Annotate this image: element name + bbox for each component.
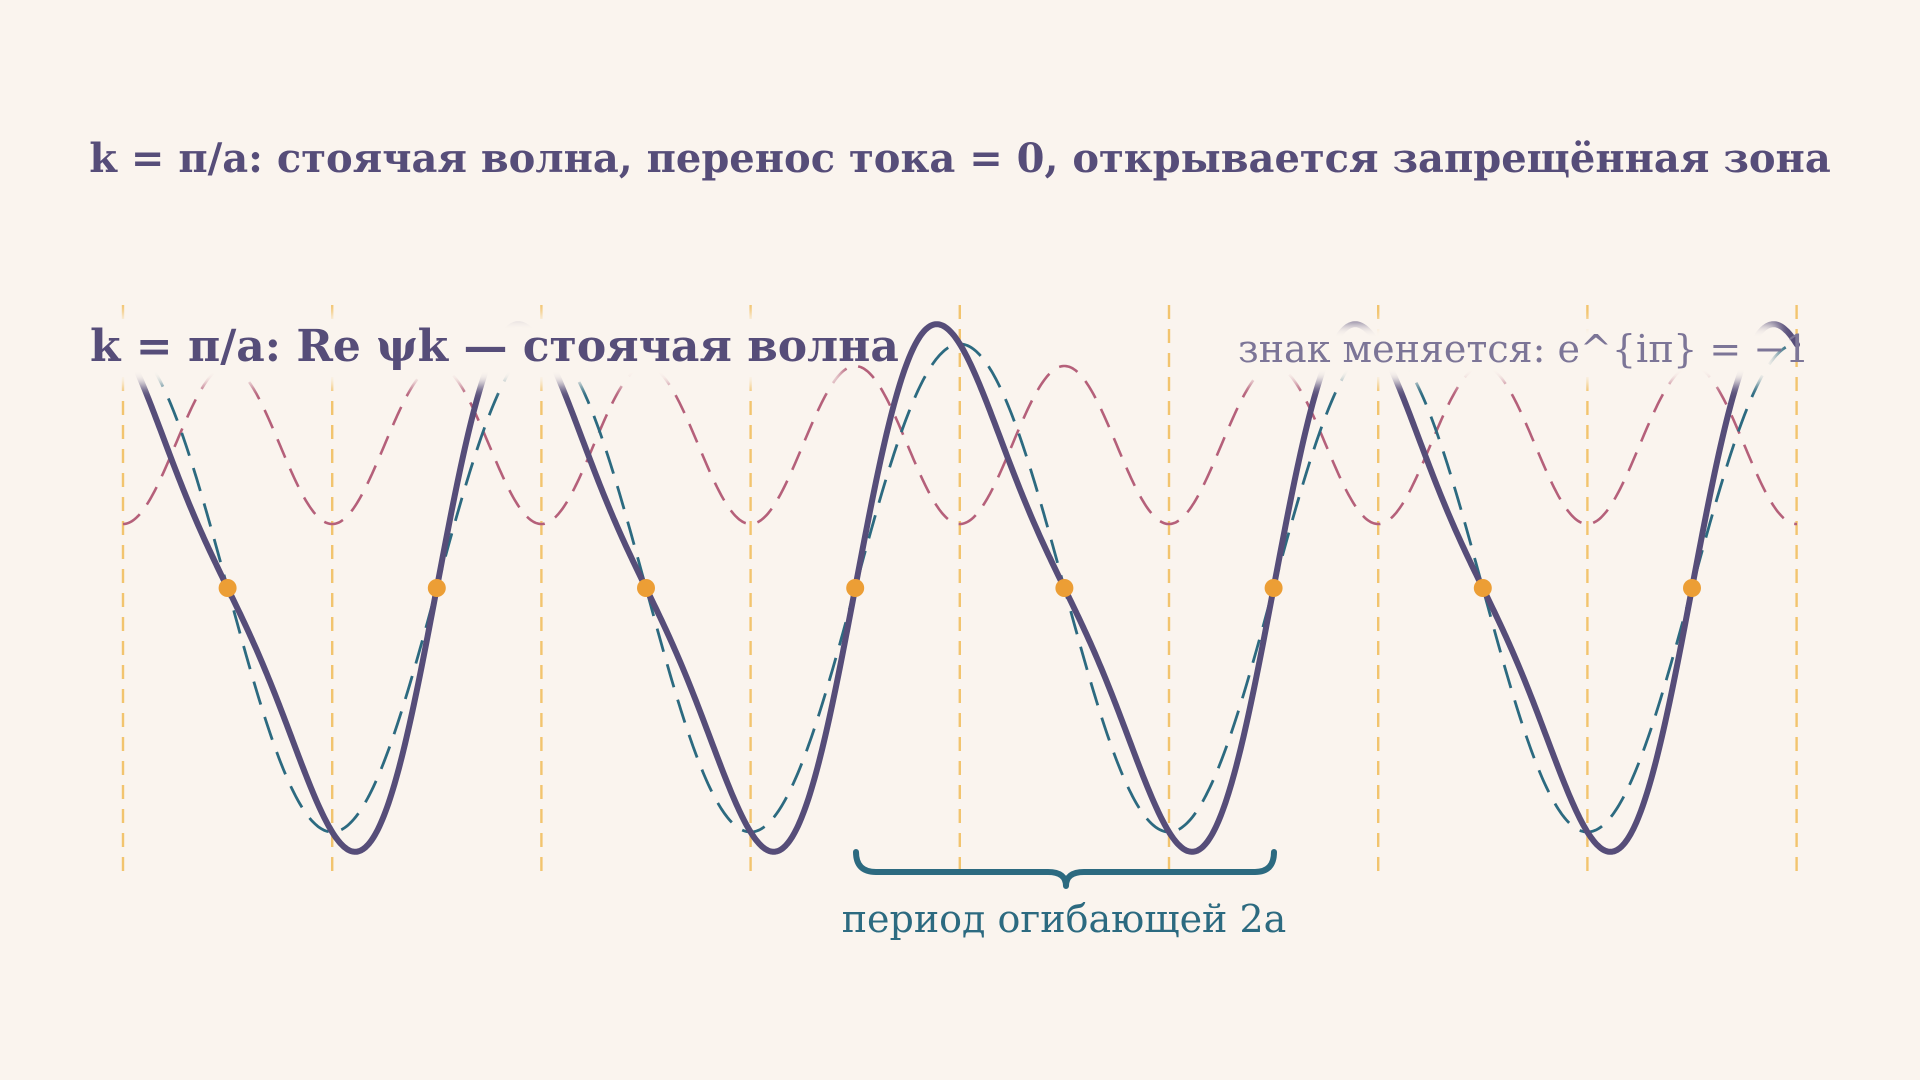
node-point [1683, 579, 1701, 597]
wave-label-group: k = π/a: Re ψk — стоячая волна [70, 314, 899, 386]
node-points [218, 579, 1701, 597]
node-point [427, 579, 446, 597]
standing-wave-curve [120, 321, 1800, 855]
node-point [1264, 579, 1283, 597]
sign-label: знак меняется: e^{iπ} = −1 [1238, 327, 1809, 371]
node-point [846, 579, 865, 597]
node-point [637, 579, 655, 597]
diagram-title: k = π/a: стоячая волна, перенос тока = 0… [89, 135, 1830, 182]
envelope-wave-curve [122, 342, 1797, 834]
atomic-wave-curve [122, 364, 1797, 526]
wave-label: k = π/a: Re ψk — стоячая волна [90, 321, 899, 372]
node-point [218, 579, 237, 597]
period-label: период огибающей 2a [842, 897, 1287, 941]
wave-label-halo [70, 314, 840, 386]
sign-label-group: знак меняется: e^{iπ} = −1 [1218, 322, 1809, 384]
node-point [1473, 579, 1492, 597]
sign-label-halo [1218, 322, 1778, 384]
period-brace [853, 849, 1277, 889]
node-point [1055, 579, 1074, 597]
